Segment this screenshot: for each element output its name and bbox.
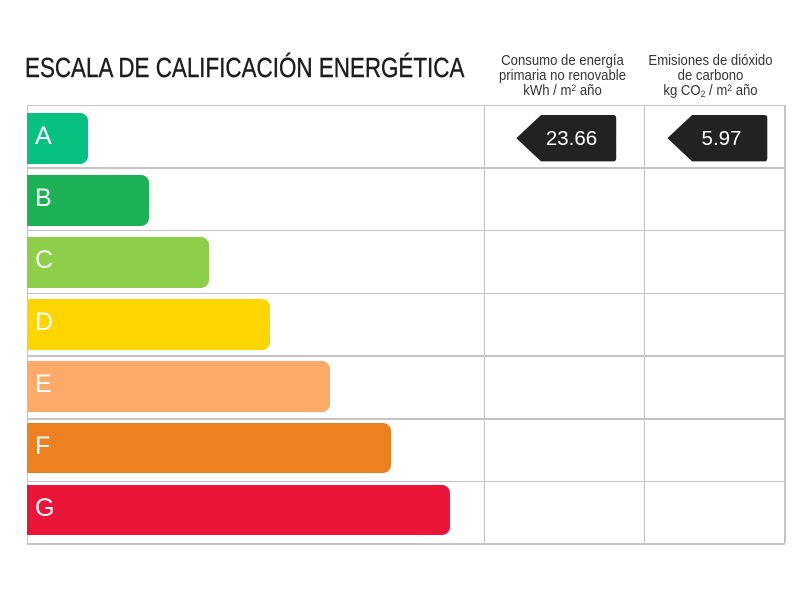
- svg-text:23.66: 23.66: [546, 127, 597, 150]
- svg-text:5.97: 5.97: [702, 127, 742, 150]
